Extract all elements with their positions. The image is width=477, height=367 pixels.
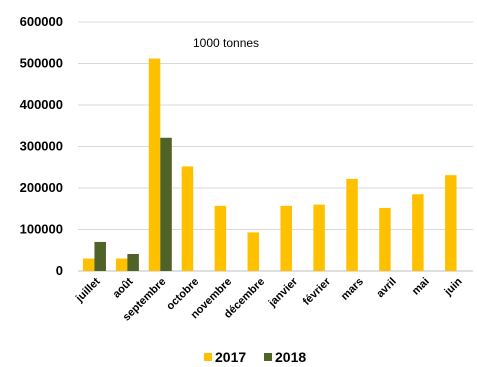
bars — [82, 58, 457, 271]
legend-label: 2017 — [215, 349, 246, 365]
bar-2017-avril — [379, 207, 391, 271]
bar-2017-novembre — [214, 205, 227, 271]
unit-annotation: 1000 tonnes — [193, 36, 259, 50]
bar-2017-août — [115, 258, 128, 271]
y-tick-label: 0 — [56, 263, 63, 278]
bar-2018-août — [127, 253, 139, 271]
x-tick-label: janvier — [266, 275, 301, 310]
bar-2018-juillet — [94, 241, 106, 271]
y-tick-label: 200000 — [20, 180, 63, 195]
legend-label: 2018 — [275, 349, 306, 365]
bar-2017-octobre — [181, 166, 194, 271]
bar-2018-septembre — [160, 137, 172, 271]
x-tick-label: juillet — [73, 275, 103, 305]
bar-2017-mars — [346, 178, 358, 271]
bar-2017-septembre — [148, 58, 161, 271]
x-tick-label: février — [301, 275, 334, 308]
bar-2017-juin — [445, 175, 457, 271]
y-axis-ticks: 0 100000 200000 300000 400000 500000 600000 — [20, 14, 63, 278]
bar-2017-décembre — [247, 232, 260, 271]
x-tick-label: mars — [339, 276, 366, 303]
y-tick-label: 600000 — [20, 14, 63, 29]
y-tick-label: 300000 — [20, 139, 63, 154]
y-tick-label: 100000 — [20, 222, 63, 237]
x-tick-label: juin — [442, 275, 465, 298]
bar-2017-février — [313, 204, 325, 271]
bar-2017-juillet — [82, 258, 95, 271]
x-tick-label: mai — [410, 276, 432, 298]
legend: 2017 2018 — [204, 349, 306, 365]
bar-2017-janvier — [280, 205, 292, 271]
y-tick-label: 500000 — [20, 56, 63, 71]
x-tick-label: août — [111, 275, 136, 300]
gridlines — [78, 21, 473, 272]
legend-swatch — [204, 353, 212, 361]
bar-2017-mai — [412, 194, 424, 271]
x-axis-ticks: juillet aoûtseptembreoctobrenovembredécem… — [73, 275, 465, 323]
x-tick-label: avril — [374, 276, 398, 300]
legend-swatch — [264, 353, 272, 361]
y-tick-label: 400000 — [20, 97, 63, 112]
